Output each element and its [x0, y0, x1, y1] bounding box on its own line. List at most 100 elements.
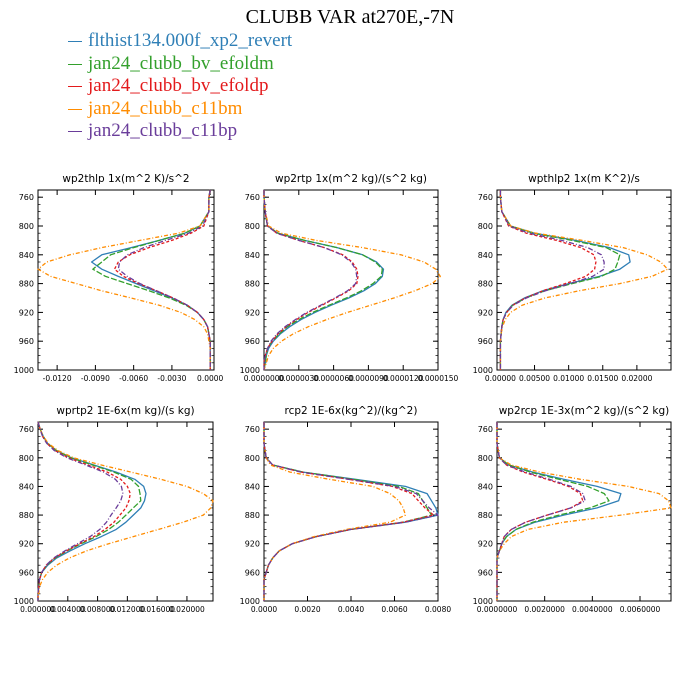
legend-swatch	[68, 131, 82, 133]
x-tick-label: -0.0090	[81, 374, 110, 383]
y-tick-label: 1000	[240, 597, 260, 606]
series-line-2	[263, 422, 433, 601]
x-tick-label: 0.0020000	[524, 605, 565, 614]
y-tick-label: 760	[245, 193, 260, 202]
x-tick-label: 0.016000	[139, 605, 175, 614]
series-line-5	[263, 190, 358, 370]
x-tick-label: 0.0000030	[279, 374, 320, 383]
panel-title: rcp2 1E-6x(kg^2)/(kg^2)	[285, 405, 418, 417]
y-tick-label: 840	[245, 251, 260, 260]
x-tick-label: 0.0000090	[348, 374, 389, 383]
y-tick-label: 960	[245, 568, 260, 577]
x-tick-label: 0.01500	[587, 374, 618, 383]
x-tick-label: 0.00000	[485, 374, 516, 383]
y-tick-label: 880	[245, 511, 260, 520]
x-tick-label: 0.004000	[50, 605, 86, 614]
series-line-4	[499, 190, 669, 370]
y-tick-label: 960	[478, 568, 493, 577]
x-tick-label: 0.0000	[197, 374, 223, 383]
y-tick-label: 880	[245, 280, 260, 289]
plot-frame	[496, 421, 672, 602]
x-tick-label: 0.0000000	[477, 605, 518, 614]
y-tick-label: 920	[19, 540, 34, 549]
figure-title: CLUBB VAR at270E,-7N	[245, 6, 455, 28]
legend-swatch	[68, 108, 82, 110]
series-line-1	[90, 189, 211, 370]
y-tick-label: 920	[478, 308, 493, 317]
x-tick-label: 0.0000000	[244, 374, 285, 383]
x-tick-label: 0.020000	[169, 605, 205, 614]
x-tick-label: 0.0040000	[572, 605, 613, 614]
y-tick-label: 760	[19, 425, 34, 434]
x-tick-label: 0.00500	[519, 374, 550, 383]
y-tick-label: 1000	[240, 366, 260, 375]
panel-title: wp2rcp 1E-3x(m^2 kg)/(s^2 kg)	[499, 405, 670, 417]
x-tick-label: -0.0060	[119, 374, 148, 383]
y-tick-label: 800	[478, 454, 493, 463]
series-line-1	[499, 190, 631, 370]
series-line-3	[499, 190, 597, 370]
y-tick-label: 920	[478, 540, 493, 549]
x-tick-label: 0.000000	[20, 605, 56, 614]
plot-frame	[37, 189, 215, 371]
legend-swatch	[68, 63, 82, 65]
series-line-5	[37, 421, 124, 601]
x-tick-label: 0.008000	[80, 605, 116, 614]
legend-swatch	[68, 86, 82, 88]
legend-item: jan24_clubb_c11bp	[68, 120, 292, 143]
series-line-1	[263, 190, 385, 371]
series-line-5	[117, 189, 211, 370]
y-tick-label: 880	[19, 280, 34, 289]
legend-label: jan24_clubb_bv_efoldp	[88, 75, 269, 96]
series-line-4	[37, 189, 211, 370]
series-line-2	[37, 421, 142, 601]
panel-title: wp2thlp 1x(m^2 K)/s^2	[62, 173, 189, 185]
series-line-4	[37, 421, 214, 602]
series-line-3	[263, 422, 435, 601]
x-tick-label: -0.0030	[157, 374, 186, 383]
y-tick-label: 1000	[14, 366, 34, 375]
legend: flthist134.000f_xp2_revert jan24_clubb_b…	[68, 30, 292, 143]
y-tick-label: 840	[245, 482, 260, 491]
series-line-3	[263, 190, 359, 370]
y-tick-label: 760	[478, 425, 493, 434]
x-tick-label: 0.0080	[425, 605, 451, 614]
x-tick-label: 0.0000120	[383, 374, 424, 383]
x-tick-label: 0.01000	[553, 374, 584, 383]
y-tick-label: 920	[245, 308, 260, 317]
y-tick-label: 1000	[14, 597, 34, 606]
legend-label: jan24_clubb_c11bp	[88, 120, 238, 141]
y-tick-label: 1000	[473, 366, 493, 375]
y-tick-label: 760	[19, 193, 34, 202]
x-tick-label: 0.02000	[621, 374, 652, 383]
plot-frame	[263, 421, 439, 602]
chart-panel-1: wp2thlp 1x(m^2 K)/s^2 760 800 840 880 920 960 1…	[14, 173, 224, 383]
x-tick-label: 0.0000060	[313, 374, 354, 383]
chart-panel-6: wp2rcp 1E-3x(m^2 kg)/(s^2 kg) 760 800 840 88…	[473, 405, 672, 614]
y-tick-label: 800	[245, 454, 260, 463]
y-tick-label: 880	[19, 511, 34, 520]
y-tick-label: 960	[245, 337, 260, 346]
y-tick-label: 880	[478, 511, 493, 520]
x-tick-label: 0.0040	[338, 605, 364, 614]
x-tick-label: 0.0020	[294, 605, 320, 614]
y-tick-label: 800	[478, 222, 493, 231]
plot-frame	[496, 189, 672, 371]
legend-label: flthist134.000f_xp2_revert	[88, 30, 293, 51]
y-tick-label: 840	[478, 482, 493, 491]
series-line-3	[37, 421, 131, 601]
series-line-5	[496, 422, 586, 601]
y-tick-label: 920	[245, 540, 260, 549]
legend-label: jan24_clubb_bv_efoldm	[88, 52, 274, 74]
series-line-2	[496, 422, 610, 601]
panel-title: wprtp2 1E-6x(m kg)/(s kg)	[56, 405, 194, 417]
legend-label: jan24_clubb_c11bm	[88, 97, 243, 119]
legend-swatch	[68, 41, 82, 43]
y-tick-label: 800	[19, 222, 34, 231]
y-tick-label: 760	[245, 425, 260, 434]
plot-frame	[37, 421, 214, 602]
series-line-1	[263, 422, 439, 601]
series-line-3	[496, 422, 584, 601]
y-tick-label: 800	[19, 454, 34, 463]
